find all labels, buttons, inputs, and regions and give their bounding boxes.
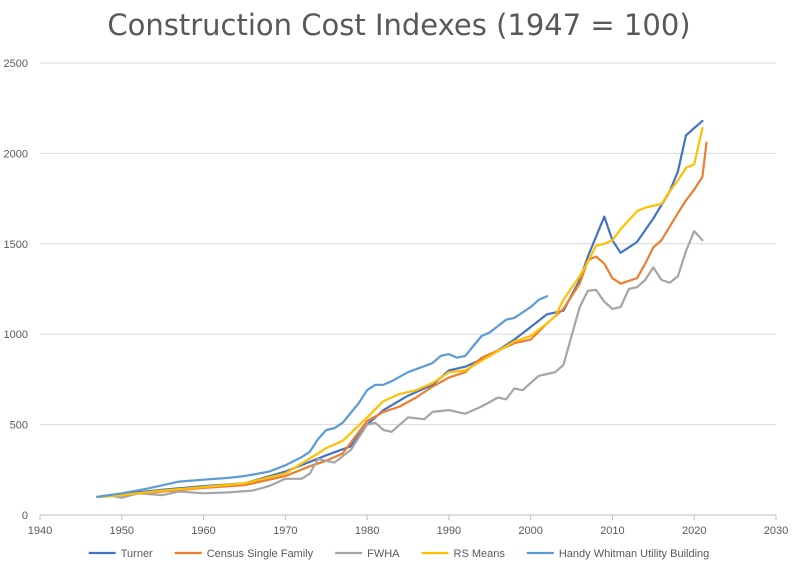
chart-title: Construction Cost Indexes (1947 = 100) (107, 8, 691, 42)
series-line-rs-means (96, 127, 704, 498)
y-tick-label: 2000 (4, 148, 28, 160)
legend-label: FWHA (367, 548, 400, 560)
series-line-handy-whitman-utility-building (96, 295, 549, 498)
x-tick-label: 1990 (437, 525, 461, 537)
x-tick-label: 2010 (600, 525, 624, 537)
axes: 0 500 1000 1500 2000 2500 1940 1950 1960 1970 1980… (4, 58, 789, 537)
y-tick-label: 0 (22, 510, 28, 522)
series-line-turner (96, 119, 704, 498)
legend-label: Census Single Family (207, 548, 314, 560)
y-tick-label: 2500 (4, 58, 28, 70)
legend-item: RS Means (421, 548, 506, 560)
legend-item: Turner (88, 548, 153, 560)
x-tick-label: 1980 (355, 525, 379, 537)
legend-label: Turner (121, 548, 153, 560)
y-tick-label: 1000 (4, 329, 28, 341)
series-line-census-single-family (96, 141, 708, 498)
x-tick-label: 1940 (28, 525, 52, 537)
legend-item: Census Single Family (174, 548, 314, 560)
x-tick-label: 2000 (518, 525, 542, 537)
x-tick-label: 1970 (273, 525, 297, 537)
gridlines (40, 62, 776, 426)
legend-label: Handy Whitman Utility Building (559, 548, 709, 560)
series-line-fwha (96, 230, 704, 499)
legend-item: Handy Whitman Utility Building (526, 548, 709, 560)
series-lines (96, 119, 708, 499)
legend-item: FWHA (335, 548, 400, 560)
x-tick-label: 2020 (682, 525, 706, 537)
x-tick-label: 1960 (191, 525, 215, 537)
y-tick-label: 500 (10, 420, 28, 432)
legend: Turner Census Single Family FWHA RS Means Ha… (88, 548, 709, 560)
x-tick-label: 1950 (110, 525, 134, 537)
x-tick-label: 2030 (764, 525, 788, 537)
legend-label: RS Means (454, 548, 506, 560)
y-tick-label: 1500 (4, 239, 28, 251)
